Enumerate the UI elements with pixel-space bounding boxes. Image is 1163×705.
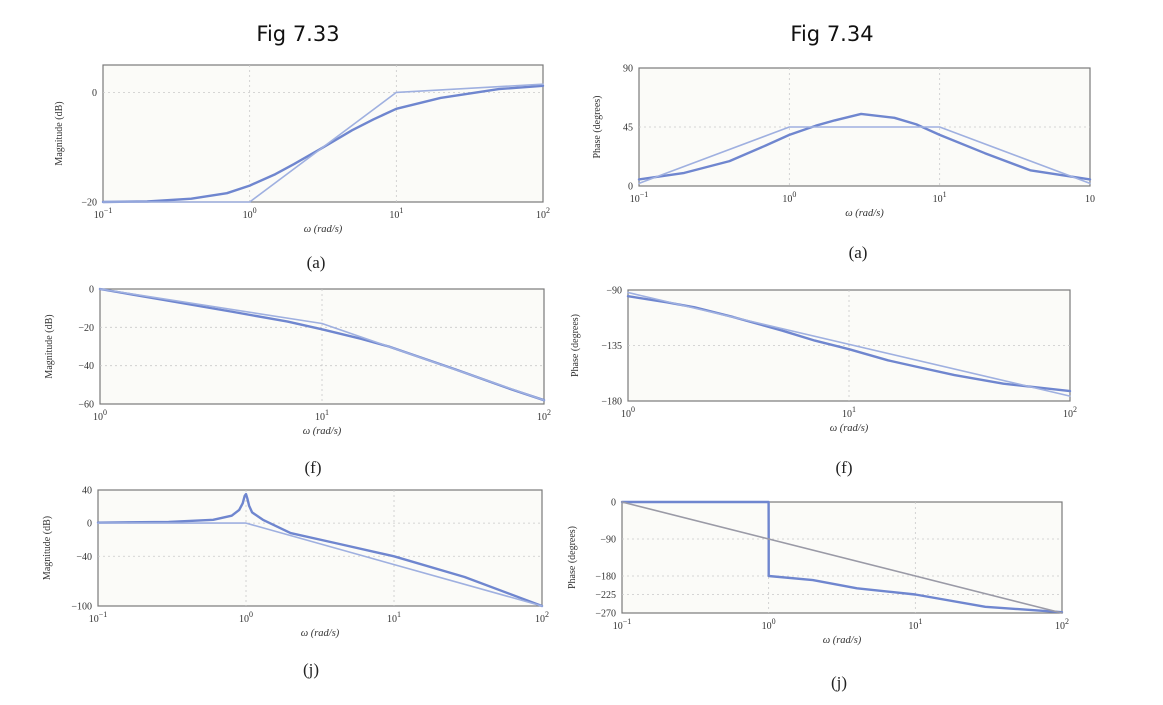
asymptote-line xyxy=(621,501,1063,614)
panel-phase-f: 100 101 102 −90 −135 −180 ω (rad/s) Phase (degr… xyxy=(570,286,1077,478)
exact-response-line xyxy=(637,112,1092,181)
y-axis-label: Magnitude (dB) xyxy=(42,516,53,580)
y-axis-label: Magnitude (dB) xyxy=(44,314,55,378)
subfigure-label: (a) xyxy=(307,253,326,272)
subfigure-label: (j) xyxy=(303,660,319,679)
y-tick-label: −90 xyxy=(606,286,622,297)
y-axis-label: Phase (degrees) xyxy=(570,314,581,377)
y-tick-label: 0 xyxy=(87,519,92,530)
x-tick-label: 102 xyxy=(535,610,549,625)
y-tick-label: −225 xyxy=(595,590,616,601)
panel-mag-j: 10−1 100 101 102 40 0 −40 −100 ω (rad/s) Magnitud… xyxy=(42,486,549,680)
x-tick-label: 10 xyxy=(1085,194,1095,205)
subfigure-label: (f) xyxy=(836,458,853,477)
asymptote-line xyxy=(99,288,545,402)
y-tick-label: −20 xyxy=(81,198,97,209)
y-axis-label: Phase (degrees) xyxy=(567,526,578,589)
plot-frame xyxy=(102,64,544,203)
x-tick-label: 101 xyxy=(842,405,856,420)
x-axis-label: ω (rad/s) xyxy=(303,426,342,437)
x-tick-label: 100 xyxy=(239,610,253,625)
panel-mag-f: 100 101 102 0 −20 −40 −60 ω (rad/s) Magnitude (d… xyxy=(44,285,551,478)
x-axis-label: ω (rad/s) xyxy=(304,224,343,235)
x-tick-label: 102 xyxy=(1063,405,1077,420)
y-axis-label: Phase (degrees) xyxy=(592,95,603,158)
panel-phase-a: 10−1 100 101 10 90 45 0 ω (rad/s) Phase (degrees… xyxy=(592,64,1095,263)
y-tick-label: −90 xyxy=(600,535,616,546)
y-tick-label: 90 xyxy=(623,64,633,75)
x-tick-label: 100 xyxy=(782,190,796,205)
panel-phase-j: 10−1 100 101 102 0 −90 −180 −225 −270 ω (rad/s) Ph… xyxy=(567,498,1069,693)
x-tick-label: 100 xyxy=(93,408,107,423)
x-tick-label: 100 xyxy=(621,405,635,420)
x-tick-label: 102 xyxy=(536,206,550,221)
subfigure-label: (a) xyxy=(849,243,868,262)
y-tick-label: 0 xyxy=(611,498,616,509)
y-tick-label: 0 xyxy=(628,182,633,193)
exact-response-line xyxy=(96,492,544,608)
subfigure-label: (f) xyxy=(305,458,322,477)
y-tick-label: −40 xyxy=(76,552,92,563)
fig-title-right: Fig 7.34 xyxy=(790,22,874,46)
x-axis-label: ω (rad/s) xyxy=(823,635,862,646)
x-axis-label: ω (rad/s) xyxy=(301,628,340,639)
x-tick-label: 101 xyxy=(389,206,403,221)
y-tick-label: 45 xyxy=(623,123,633,134)
x-tick-label: 100 xyxy=(762,617,776,632)
y-tick-label: −270 xyxy=(595,609,616,620)
x-tick-label: 102 xyxy=(537,408,551,423)
x-tick-label: 101 xyxy=(315,408,329,423)
asymptote-line xyxy=(97,522,543,607)
x-tick-label: 10−1 xyxy=(613,617,632,632)
y-tick-label: −180 xyxy=(601,397,622,408)
y-tick-label: −180 xyxy=(595,572,616,583)
subfigure-label: (j) xyxy=(831,673,847,692)
x-tick-label: 10−1 xyxy=(89,610,108,625)
plot-frame xyxy=(99,288,545,405)
y-tick-label: 0 xyxy=(89,285,94,296)
x-tick-label: 102 xyxy=(1055,617,1069,632)
y-tick-label: −100 xyxy=(71,602,92,613)
x-tick-label: 10−1 xyxy=(630,190,649,205)
x-axis-label: ω (rad/s) xyxy=(845,208,884,219)
x-axis-label: ω (rad/s) xyxy=(830,423,869,434)
y-axis-label: Magnitude (dB) xyxy=(54,101,65,165)
panel-mag-a: 10−1 100 101 102 0 −20 ω (rad/s) Magnitude (dB)… xyxy=(54,64,550,272)
exact-response-line xyxy=(620,500,1064,614)
y-tick-label: −60 xyxy=(78,400,94,411)
y-tick-label: −135 xyxy=(601,341,622,352)
fig-title-left: Fig 7.33 xyxy=(256,22,340,46)
x-tick-label: 100 xyxy=(243,206,257,221)
asymptote-line xyxy=(638,126,1091,185)
y-tick-label: 0 xyxy=(92,88,97,99)
x-tick-label: 101 xyxy=(908,617,922,632)
x-tick-label: 101 xyxy=(933,190,947,205)
asymptote-line xyxy=(627,291,1071,397)
x-tick-label: 101 xyxy=(387,610,401,625)
asymptote-line xyxy=(102,83,544,203)
x-tick-label: 10−1 xyxy=(94,206,113,221)
y-tick-label: 40 xyxy=(82,486,92,497)
plot-frame xyxy=(97,489,543,607)
y-tick-label: −40 xyxy=(78,361,94,372)
y-tick-label: −20 xyxy=(78,323,94,334)
exact-response-line xyxy=(101,84,545,204)
